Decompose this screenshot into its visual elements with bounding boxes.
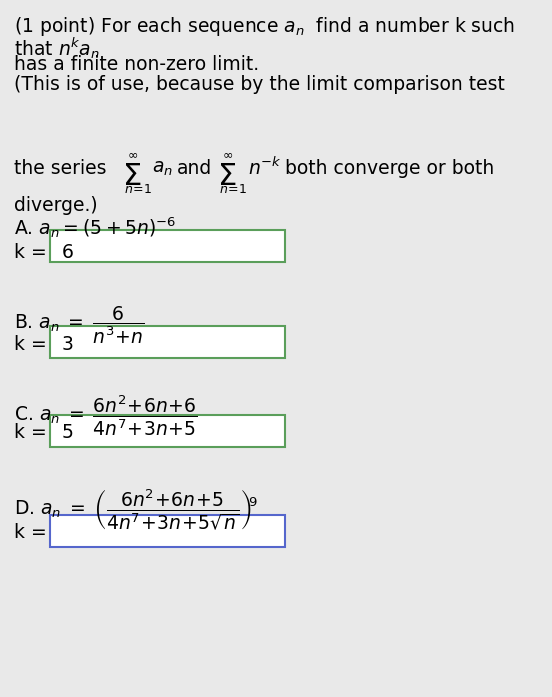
Text: diverge.): diverge.): [14, 196, 98, 215]
FancyBboxPatch shape: [50, 326, 285, 358]
FancyBboxPatch shape: [50, 415, 285, 447]
Text: 3: 3: [62, 335, 74, 355]
Text: 6: 6: [62, 243, 74, 263]
FancyBboxPatch shape: [50, 515, 285, 547]
Text: B. $a_n\; =\; \dfrac{6}{n^3\!+\!n}$: B. $a_n\; =\; \dfrac{6}{n^3\!+\!n}$: [14, 305, 145, 346]
Text: $\Sigma$: $\Sigma$: [122, 162, 141, 191]
Text: has a finite non-zero limit.: has a finite non-zero limit.: [14, 55, 259, 74]
Text: the series: the series: [14, 158, 107, 178]
Text: k =: k =: [14, 424, 47, 443]
Text: 5: 5: [62, 424, 74, 443]
Text: (This is of use, because by the limit comparison test: (This is of use, because by the limit co…: [14, 75, 505, 94]
Text: $n\!=\!1$: $n\!=\!1$: [124, 183, 152, 196]
Text: A. $a_n = (5+5n)^{-6}$: A. $a_n = (5+5n)^{-6}$: [14, 215, 176, 240]
Text: k =: k =: [14, 243, 47, 263]
Text: k =: k =: [14, 335, 47, 355]
Text: both converge or both: both converge or both: [285, 158, 494, 178]
FancyBboxPatch shape: [50, 230, 285, 262]
Text: and: and: [177, 158, 213, 178]
Text: C. $a_n\; =\; \dfrac{6n^2\!+\!6n\!+\!6}{4n^7\!+\!3n\!+\!5}$: C. $a_n\; =\; \dfrac{6n^2\!+\!6n\!+\!6}{…: [14, 393, 198, 438]
Text: that $n^k a_n$: that $n^k a_n$: [14, 35, 100, 61]
Text: $\infty$: $\infty$: [127, 148, 138, 161]
Text: $n^{-k}$: $n^{-k}$: [248, 157, 282, 179]
Text: $n\!=\!1$: $n\!=\!1$: [219, 183, 247, 196]
Text: $a_n$: $a_n$: [152, 158, 173, 178]
Text: (1 point) For each sequence $a_n$  find a number k such: (1 point) For each sequence $a_n$ find a…: [14, 15, 515, 38]
Text: D. $a_n\; =\; \left(\dfrac{6n^2\!+\!6n\!+\!5}{4n^7\!+\!3n\!+\!5\sqrt{n}}\right)^: D. $a_n\; =\; \left(\dfrac{6n^2\!+\!6n\!…: [14, 488, 258, 533]
Text: $\infty$: $\infty$: [222, 148, 233, 161]
Text: $\Sigma$: $\Sigma$: [217, 162, 236, 191]
Text: k =: k =: [14, 523, 47, 542]
